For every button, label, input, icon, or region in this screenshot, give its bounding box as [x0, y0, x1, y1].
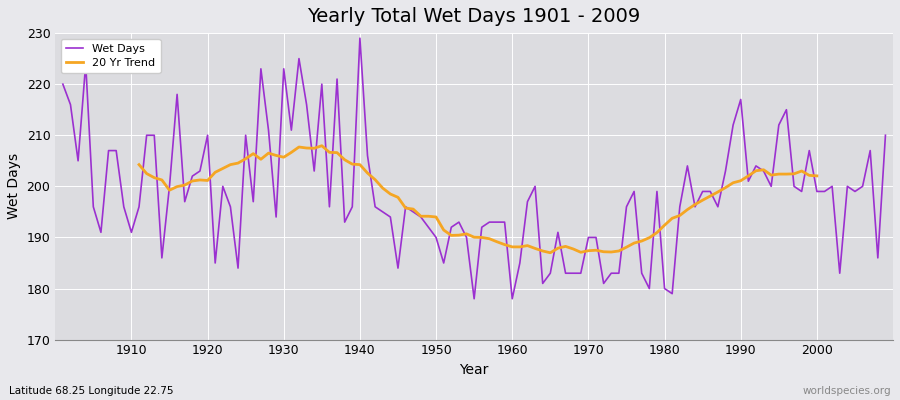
- 20 Yr Trend: [796, 169, 807, 174]
- Wet Days: [614, 271, 625, 276]
- 20 Yr Trend: [225, 162, 236, 167]
- Wet Days: [515, 260, 526, 265]
- 20 Yr Trend: [317, 143, 328, 148]
- 20 Yr Trend: [544, 250, 555, 255]
- Wet Days: [469, 296, 480, 301]
- Line: Wet Days: Wet Days: [63, 38, 886, 299]
- 20 Yr Trend: [812, 174, 823, 178]
- Line: 20 Yr Trend: 20 Yr Trend: [139, 146, 817, 253]
- Y-axis label: Wet Days: Wet Days: [7, 153, 21, 220]
- 20 Yr Trend: [713, 190, 724, 194]
- Text: worldspecies.org: worldspecies.org: [803, 386, 891, 396]
- Wet Days: [522, 199, 533, 204]
- Wet Days: [119, 204, 130, 209]
- Wet Days: [331, 77, 342, 82]
- 20 Yr Trend: [621, 245, 632, 250]
- 20 Yr Trend: [346, 162, 357, 166]
- 20 Yr Trend: [728, 180, 739, 185]
- Wet Days: [880, 133, 891, 138]
- X-axis label: Year: Year: [460, 363, 489, 377]
- Text: Latitude 68.25 Longitude 22.75: Latitude 68.25 Longitude 22.75: [9, 386, 174, 396]
- Wet Days: [58, 82, 68, 86]
- Wet Days: [286, 128, 297, 132]
- 20 Yr Trend: [133, 162, 144, 167]
- Wet Days: [355, 36, 365, 40]
- Legend: Wet Days, 20 Yr Trend: Wet Days, 20 Yr Trend: [61, 39, 160, 73]
- Title: Yearly Total Wet Days 1901 - 2009: Yearly Total Wet Days 1901 - 2009: [308, 7, 641, 26]
